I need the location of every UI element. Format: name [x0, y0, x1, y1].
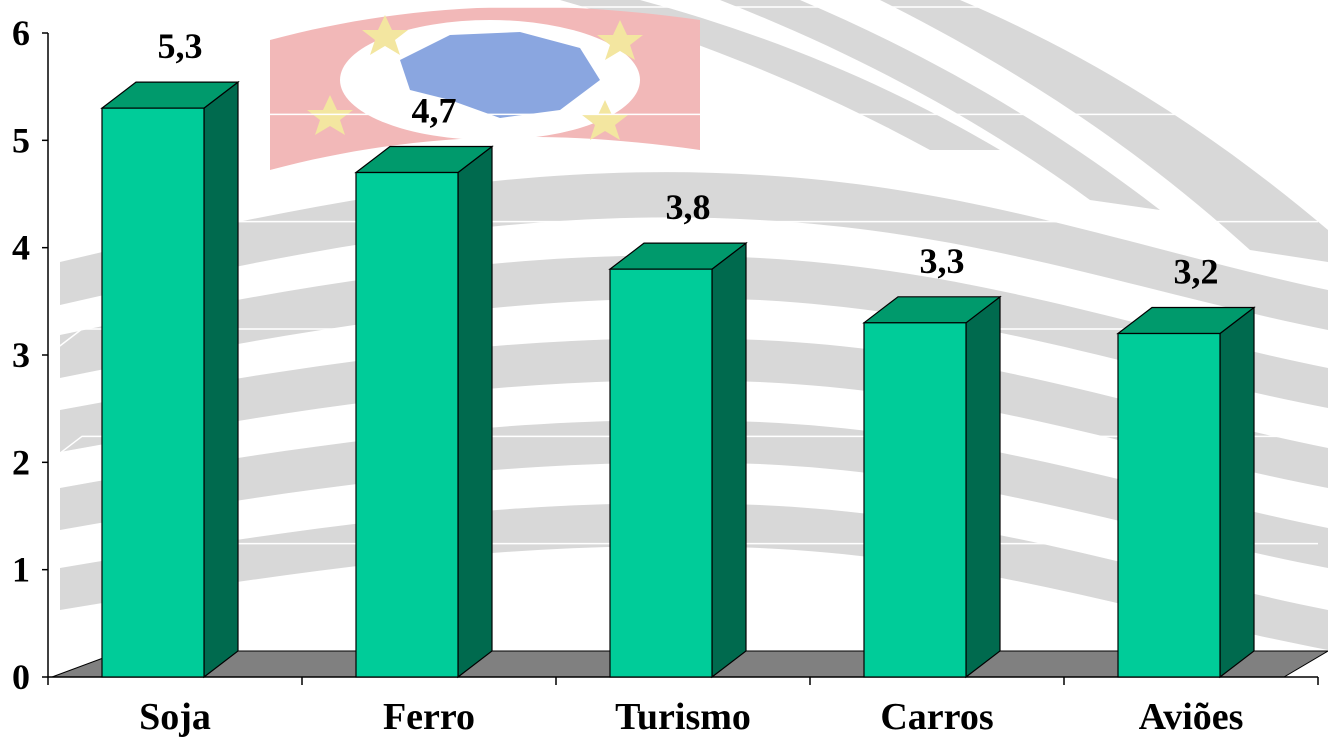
gridline	[47, 220, 1318, 249]
y-tick-label: 4	[12, 228, 30, 268]
x-tick-label: Turismo	[615, 696, 751, 738]
data-label: 4,7	[412, 91, 457, 131]
y-tick-label: 1	[12, 550, 30, 590]
data-label: 3,8	[666, 187, 711, 227]
bar	[354, 145, 494, 679]
bar-front	[609, 268, 713, 678]
x-tick-label: Soja	[139, 696, 211, 738]
flag-star	[582, 100, 628, 140]
bar-side	[965, 295, 1001, 679]
x-tick-label: Carros	[880, 696, 993, 738]
labels-layer: 0 1 2 3 4 5 6 5,3 Soja 4,7 Ferro 3,8 Turismo 3,3 Carro…	[12, 13, 1243, 738]
data-label: 3,2	[1174, 252, 1219, 292]
bar-front	[101, 107, 205, 678]
bar-front	[355, 171, 459, 678]
flag-stripe	[720, 0, 1160, 210]
flag-star	[597, 20, 643, 60]
x-tick-label: Ferro	[383, 696, 475, 738]
bar-front	[863, 322, 967, 678]
bar-side	[711, 241, 747, 679]
x-tick-label: Aviões	[1139, 696, 1244, 738]
data-label: 3,3	[920, 241, 965, 281]
y-tick-label: 2	[12, 442, 30, 482]
gridline	[47, 113, 1318, 141]
flag-map-shape	[400, 32, 600, 118]
y-tick-label: 5	[12, 120, 30, 160]
bar	[608, 241, 748, 679]
flag-stripe	[560, 0, 1000, 150]
bar-front	[1117, 332, 1221, 678]
data-label: 5,3	[158, 26, 203, 66]
flag-stripe	[880, 0, 1328, 262]
bar-side	[457, 145, 493, 679]
bar	[1116, 306, 1256, 679]
y-tick-label: 6	[12, 13, 30, 53]
y-tick-label: 0	[12, 657, 30, 697]
bar-side	[1219, 306, 1255, 679]
y-tick-label: 3	[12, 335, 30, 375]
bar	[862, 295, 1002, 679]
gridline	[47, 6, 1318, 34]
flag-star	[362, 15, 408, 55]
bar-series	[100, 80, 1256, 679]
bar-side	[203, 80, 239, 679]
bar	[100, 80, 240, 679]
